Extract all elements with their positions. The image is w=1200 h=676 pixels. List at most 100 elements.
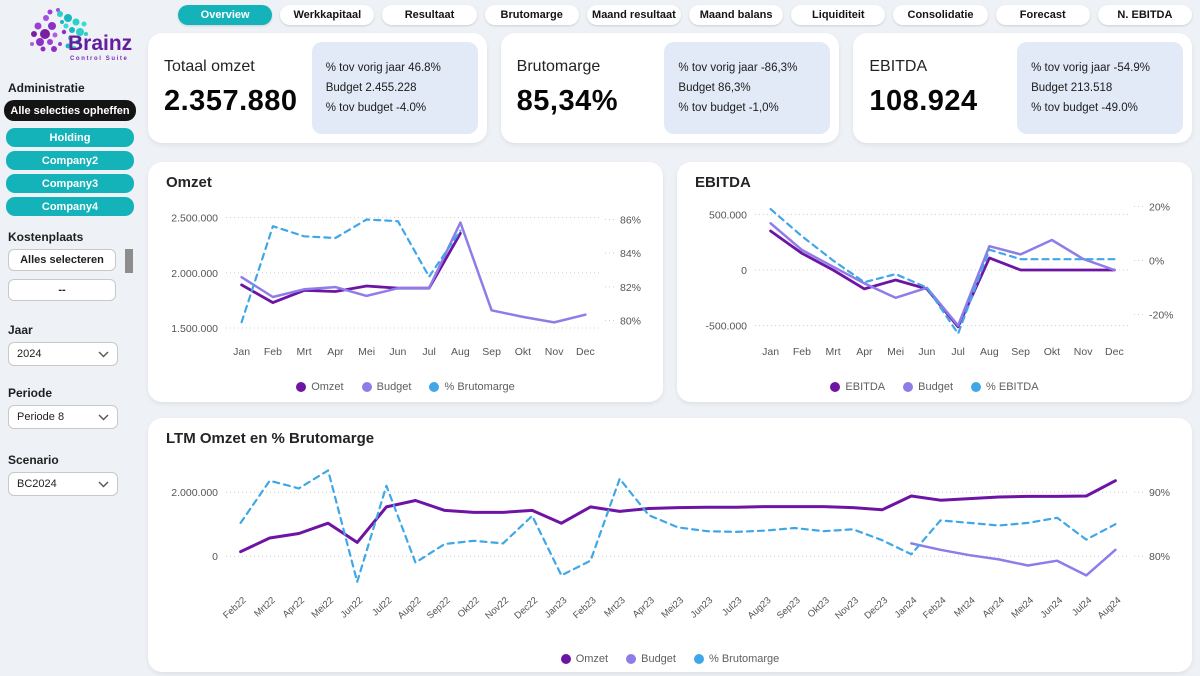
jaar-heading: Jaar [8,323,33,337]
svg-text:Jun: Jun [918,346,935,358]
series-line-ebitda [769,208,1116,335]
tab-maand-balans[interactable]: Maand balans [689,5,784,25]
clear-selections-button[interactable]: Alle selecties opheffen [4,100,136,121]
ebitda-chart-canvas[interactable]: 500.000 0 -500.000 20% 0% -20% Jan Feb Mrt Apr Mei… [691,191,1178,380]
chart-title: LTM Omzet en % Brutomarge [166,430,375,447]
jaar-dropdown[interactable]: 2024 [8,342,118,366]
ltm-chart-legend: Omzet Budget % Brutomarge [162,652,1178,670]
tab-n-ebitda[interactable]: N. EBITDA [1097,5,1193,25]
brand-name: Brainz [68,32,132,55]
kpi-value: 2.357.880 [164,85,298,117]
svg-text:84%: 84% [620,248,641,260]
svg-text:Mrt24: Mrt24 [952,595,977,619]
company-button-company2[interactable]: Company2 [6,151,134,170]
kostenplaats-select-all[interactable]: Alles selecteren [8,249,116,271]
kpi-detail-line: Budget 213.518 [1031,82,1113,94]
svg-text:Mrt23: Mrt23 [602,595,627,619]
svg-text:Nov23: Nov23 [833,595,861,622]
svg-text:Feb22: Feb22 [221,595,248,621]
svg-text:Jun24: Jun24 [1039,595,1066,620]
tab-werkkapitaal[interactable]: Werkkapitaal [280,5,375,25]
svg-text:Jan: Jan [762,346,779,358]
svg-text:Dec22: Dec22 [512,595,540,622]
legend-dot-icon [903,382,914,392]
main-content: Overview Werkkapitaal Resultaat Brutomarge M… [148,0,1200,676]
legend-label: Budget [918,381,954,393]
svg-text:Feb24: Feb24 [921,595,948,621]
legend-dot-icon [693,654,704,664]
svg-text:Mrt22: Mrt22 [252,595,277,619]
svg-text:Apr23: Apr23 [631,595,657,620]
legend-item-budget[interactable]: Budget [361,381,412,393]
jaar-value: 2024 [17,348,42,360]
legend-label: Budget [376,381,412,393]
svg-text:Mei23: Mei23 [659,595,686,620]
ltm-chart-canvas[interactable]: 2.000.000 0 90% 80% Feb22 Mrt22 Apr22 Mei22 Jun2… [162,447,1178,652]
series-line-budget [910,542,1117,577]
legend-label: EBITDA [845,381,886,393]
administratie-heading: Administratie [8,81,85,95]
svg-text:2.500.000: 2.500.000 [171,213,218,225]
svg-text:Sep: Sep [482,346,501,358]
tab-brutomarge[interactable]: Brutomarge [484,5,579,25]
svg-text:Nov22: Nov22 [483,595,511,622]
legend-label: Omzet [311,381,344,393]
series-line-budget [240,221,587,324]
kpi-title: EBITDA [869,58,928,75]
omzet-chart-legend: Omzet Budget % Brutomarge [162,380,649,398]
kpi-card-brutomarge: Brutomarge 85,34% % tov vorig jaar -86,3… [500,33,840,143]
periode-dropdown[interactable]: Periode 8 [8,405,118,429]
legend-dot-icon [971,382,982,392]
svg-text:Feb: Feb [793,346,811,358]
omzet-chart-canvas[interactable]: 2.500.000 2.000.000 1.500.000 86% 84% 82% 80% J… [162,191,649,380]
tab-liquiditeit[interactable]: Liquiditeit [791,5,886,25]
legend-item-omzet[interactable]: Omzet [296,381,344,393]
svg-text:Okt22: Okt22 [456,595,482,620]
legend-item-ebitda[interactable]: EBITDA [830,381,885,393]
kpi-card-totaal-omzet: Totaal omzet 2.357.880 % tov vorig jaar … [148,33,487,143]
svg-text:Jan: Jan [233,346,250,358]
tab-forecast[interactable]: Forecast [995,5,1090,25]
svg-text:2.000.000: 2.000.000 [171,268,218,280]
legend-label: Budget [641,653,676,665]
legend-item-ebitda[interactable]: % EBITDA [971,381,1039,393]
tab-maand-resultaat[interactable]: Maand resultaat [586,5,682,25]
scenario-dropdown[interactable]: BC2024 [8,472,118,496]
legend-item-budget[interactable]: Budget [903,381,953,393]
kpi-card-ebitda: EBITDA 108.924 % tov vorig jaar -54.9% B… [853,33,1193,143]
svg-text:Jul22: Jul22 [370,595,394,618]
company-list: Holding Company2 Company3 Company4 [0,128,148,216]
svg-text:Sep23: Sep23 [775,595,803,622]
kpi-detail-line: % tov vorig jaar -86,3% [678,62,798,74]
kostenplaats-value[interactable]: -- [8,279,116,301]
svg-text:Nov: Nov [1074,346,1093,358]
kpi-detail-line: % tov vorig jaar -54.9% [1031,62,1150,74]
svg-text:Okt: Okt [1044,346,1060,358]
svg-text:82%: 82% [620,282,641,294]
company-button-company3[interactable]: Company3 [6,174,134,193]
tab-resultaat[interactable]: Resultaat [382,5,477,25]
charts-row: Omzet 2.500.000 2.000.000 1.500.000 86% 84% 8… [148,162,1192,402]
svg-text:Feb: Feb [264,346,282,358]
series-line-budget [769,222,1116,327]
legend-dot-icon [830,382,841,392]
legend-dot-icon [296,382,307,392]
tab-overview[interactable]: Overview [178,5,273,25]
legend-item-brutomarge[interactable]: % Brutomarge [693,653,779,665]
legend-item-budget[interactable]: Budget [626,653,676,665]
company-button-company4[interactable]: Company4 [6,197,134,216]
svg-text:Apr22: Apr22 [281,595,307,620]
kostenplaats-slicer: Alles selecteren [0,249,148,273]
kpi-detail-line: % tov vorig jaar 46.8% [325,62,441,74]
svg-text:Mrt: Mrt [826,346,841,358]
legend-item-brutomarge[interactable]: % Brutomarge [429,381,515,393]
svg-text:1.500.000: 1.500.000 [171,323,218,335]
kpi-value: 108.924 [869,85,978,117]
tab-consolidatie[interactable]: Consolidatie [893,5,988,25]
legend-item-omzet[interactable]: Omzet [560,653,608,665]
slicer-scrollbar[interactable] [125,249,133,273]
svg-text:20%: 20% [1149,201,1170,213]
svg-text:Aug24: Aug24 [1096,595,1124,622]
company-button-holding[interactable]: Holding [6,128,134,147]
legend-label: % EBITDA [986,381,1039,393]
